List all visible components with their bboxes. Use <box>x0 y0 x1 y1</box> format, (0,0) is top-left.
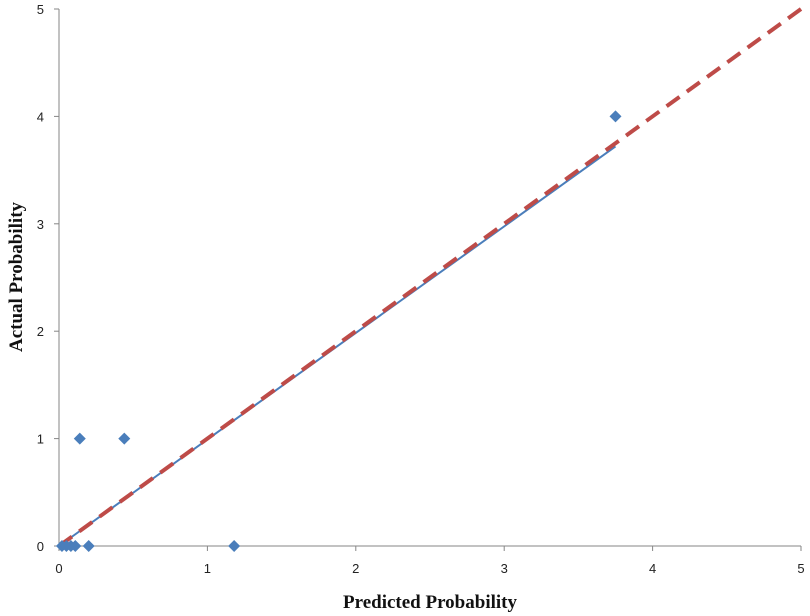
data-point <box>82 540 95 552</box>
y-tick-label: 1 <box>37 432 44 447</box>
data-point <box>73 432 86 445</box>
x-axis-title: Predicted Probability <box>343 592 517 613</box>
y-tick-label: 5 <box>37 2 44 17</box>
data-point <box>69 540 82 552</box>
lines <box>57 7 803 548</box>
reference-line <box>57 7 803 548</box>
x-tick-label: 4 <box>649 561 656 576</box>
y-tick-label: 2 <box>37 324 44 339</box>
axes <box>54 8 802 551</box>
y-tick-label: 4 <box>37 109 44 124</box>
y-axis-title: Actual Probability <box>6 201 27 352</box>
x-tick-label: 5 <box>797 561 804 576</box>
x-tick-label: 3 <box>501 561 508 576</box>
data-point <box>118 432 131 445</box>
x-tick-labels: 0 1 2 3 4 5 <box>55 561 804 576</box>
x-tick-label: 1 <box>204 561 211 576</box>
data-points <box>55 110 622 552</box>
y-tick-label: 0 <box>37 539 44 554</box>
data-point <box>228 540 241 552</box>
x-tick-label: 2 <box>352 561 359 576</box>
data-point <box>609 110 622 123</box>
y-tick-label: 3 <box>37 217 44 232</box>
x-tick-label: 0 <box>55 561 62 576</box>
y-tick-labels: 0 1 2 3 4 5 <box>37 2 44 554</box>
